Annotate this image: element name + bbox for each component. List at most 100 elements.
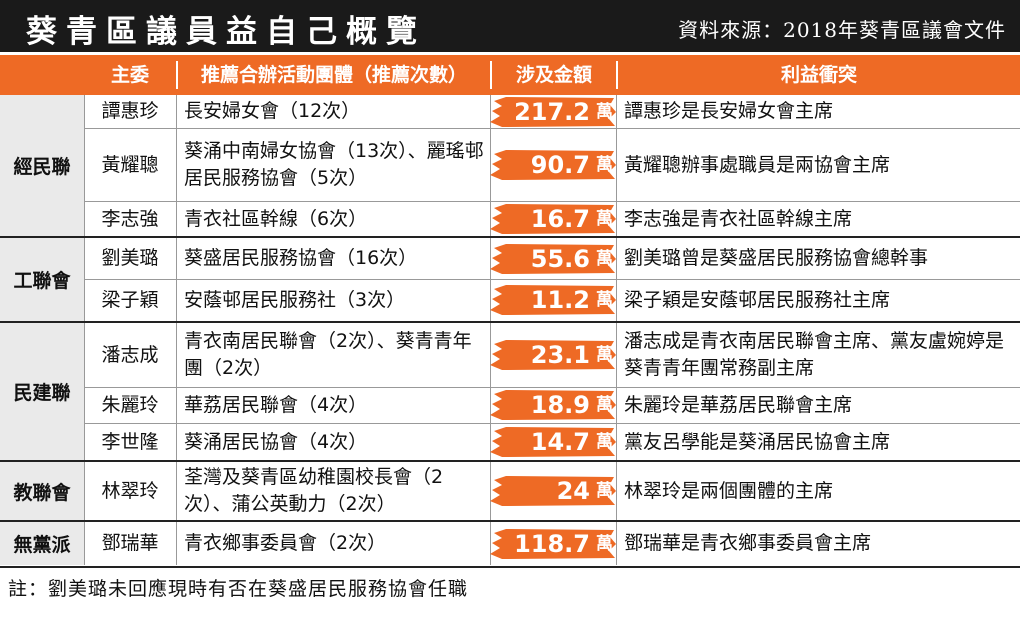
member-name: 林翠玲 [101,479,159,502]
amount-value: 23.1 [530,341,590,369]
conflict-text: 潘志成是青衣南居民聯會主席、黨友盧婉婷是葵青青年團常務副主席 [624,330,1005,379]
header-member: 主委 [110,64,149,86]
column-divider [176,95,177,565]
member-name: 鄧瑞華 [101,532,159,554]
conflict-text: 鄧瑞華是青衣鄉事委員會主席 [624,532,872,554]
party-divider [0,236,1020,238]
brush-stroke [490,427,616,457]
footnote: 註：劉美璐未回應現時有否在葵盛居民服務協會任職 [8,578,469,600]
member-name: 李世隆 [101,430,159,453]
amount-badge: 11.2 萬 [488,283,618,317]
member-name: 梁子穎 [101,289,159,311]
party-cell: 教聯會 [0,462,84,520]
party-divider [0,520,1020,522]
row-divider [84,387,1020,388]
party-cell: 無黨派 [0,522,84,565]
header-org: 推薦合辦活動團體（推薦次數） [200,64,467,86]
column-divider [490,95,491,565]
org-name: 華荔居民聯會（4次） [184,394,368,416]
org-name: 長安婦女會（12次） [184,100,361,122]
amount-badge: 217.2 萬 [488,95,618,129]
org-name: 青衣鄉事委員會（2次） [184,532,387,554]
conflict-text: 黃耀聰辦事處職員是兩協會主席 [624,153,891,176]
member-name: 朱麗玲 [101,394,159,416]
party-cell: 工聯會 [0,238,84,321]
amount-unit: 萬 [596,290,613,310]
conflict-text: 林翠玲是兩個團體的主席 [624,479,834,502]
brush-stroke [490,97,616,127]
amount-unit: 萬 [596,249,613,269]
amount-unit: 萬 [596,534,613,554]
member-name: 李志強 [101,207,159,230]
amount-value: 24 [556,477,590,505]
org-name: 青衣社區幹線（6次） [184,207,368,230]
amount-unit: 萬 [596,155,613,175]
amount-value: 16.7 [530,205,590,233]
brush-stroke [490,476,616,506]
member-name: 黃耀聰 [101,153,159,176]
brush-stroke [490,529,616,559]
brush-stroke [490,244,616,274]
amount-unit: 萬 [596,209,613,229]
conflict-text: 朱麗玲是華荔居民聯會主席 [624,394,853,416]
amount-badge: 90.7 萬 [488,148,618,182]
row-divider [84,423,1020,424]
amount-value: 55.6 [530,245,590,273]
amount-unit: 萬 [596,395,613,415]
amount-value: 118.7 [514,530,590,558]
brush-stroke [490,150,616,180]
amount-badge: 55.6 萬 [488,242,618,276]
header-divider [490,61,492,89]
amount-unit: 萬 [596,102,613,122]
amount-unit: 萬 [596,481,613,501]
org-name: 葵涌中南婦女協會（13次）、麗瑤邨居民服務協會（5次） [184,140,484,189]
amount-badge: 24 萬 [488,474,618,508]
org-name: 葵盛居民服務協會（16次） [184,247,418,269]
source-caption: 資料來源：2018年葵青區議會文件 [678,18,1006,42]
amount-badge: 16.7 萬 [488,202,618,236]
row-divider [84,128,1020,129]
org-name: 青衣南居民聯會（2次）、葵青青年團（2次） [184,330,472,379]
row-divider [84,279,1020,280]
conflict-text: 劉美璐曾是葵盛居民服務協會總幹事 [624,247,929,269]
header-divider [616,61,618,89]
table-bottom-rule [0,566,1020,568]
brush-stroke [490,390,616,420]
member-name: 劉美璐 [101,247,159,269]
amount-badge: 18.9 萬 [488,388,618,422]
amount-badge: 23.1 萬 [488,338,618,372]
header-conflict: 利益衝突 [780,64,857,86]
brush-stroke [490,285,616,315]
org-name: 安蔭邨居民服務社（3次） [184,289,406,311]
brush-stroke [490,340,616,370]
member-name: 潘志成 [101,343,159,366]
header-divider [176,61,178,89]
header-amount: 涉及金額 [515,64,592,86]
conflict-text: 譚惠珍是長安婦女會主席 [624,100,834,122]
member-name: 譚惠珍 [101,100,159,122]
amount-value: 217.2 [514,98,590,126]
column-divider [84,95,85,565]
amount-value: 18.9 [530,391,590,419]
title-bar: 葵青區議員益自己概覽 資料來源：2018年葵青區議會文件 [0,0,1020,52]
org-name: 荃灣及葵青區幼稚園校長會（2次）、蒲公英動力（2次） [184,466,444,515]
column-divider [616,95,617,565]
party-cell: 民建聯 [0,323,84,460]
party-cell: 經民聯 [0,95,84,236]
amount-value: 14.7 [530,428,590,456]
table-header: 主委 推薦合辦活動團體（推薦次數） 涉及金額 利益衝突 [0,55,1020,95]
party-divider [0,321,1020,323]
data-table: 經民聯 工聯會 民建聯 教聯會 無黨派 譚惠珍 長安婦女會（12次） 217.2… [0,95,1020,565]
amount-value: 90.7 [530,151,590,179]
amount-unit: 萬 [596,345,613,365]
conflict-text: 李志強是青衣社區幹線主席 [624,207,853,230]
conflict-text: 梁子穎是安蔭邨居民服務社主席 [624,289,891,311]
amount-unit: 萬 [596,432,613,452]
amount-badge: 14.7 萬 [488,425,618,459]
amount-value: 11.2 [530,286,590,314]
party-divider [0,460,1020,462]
page-title: 葵青區議員益自己概覽 [26,14,426,50]
amount-badge: 118.7 萬 [488,527,618,561]
org-name: 葵涌居民協會（4次） [184,430,368,453]
brush-stroke [490,204,616,234]
